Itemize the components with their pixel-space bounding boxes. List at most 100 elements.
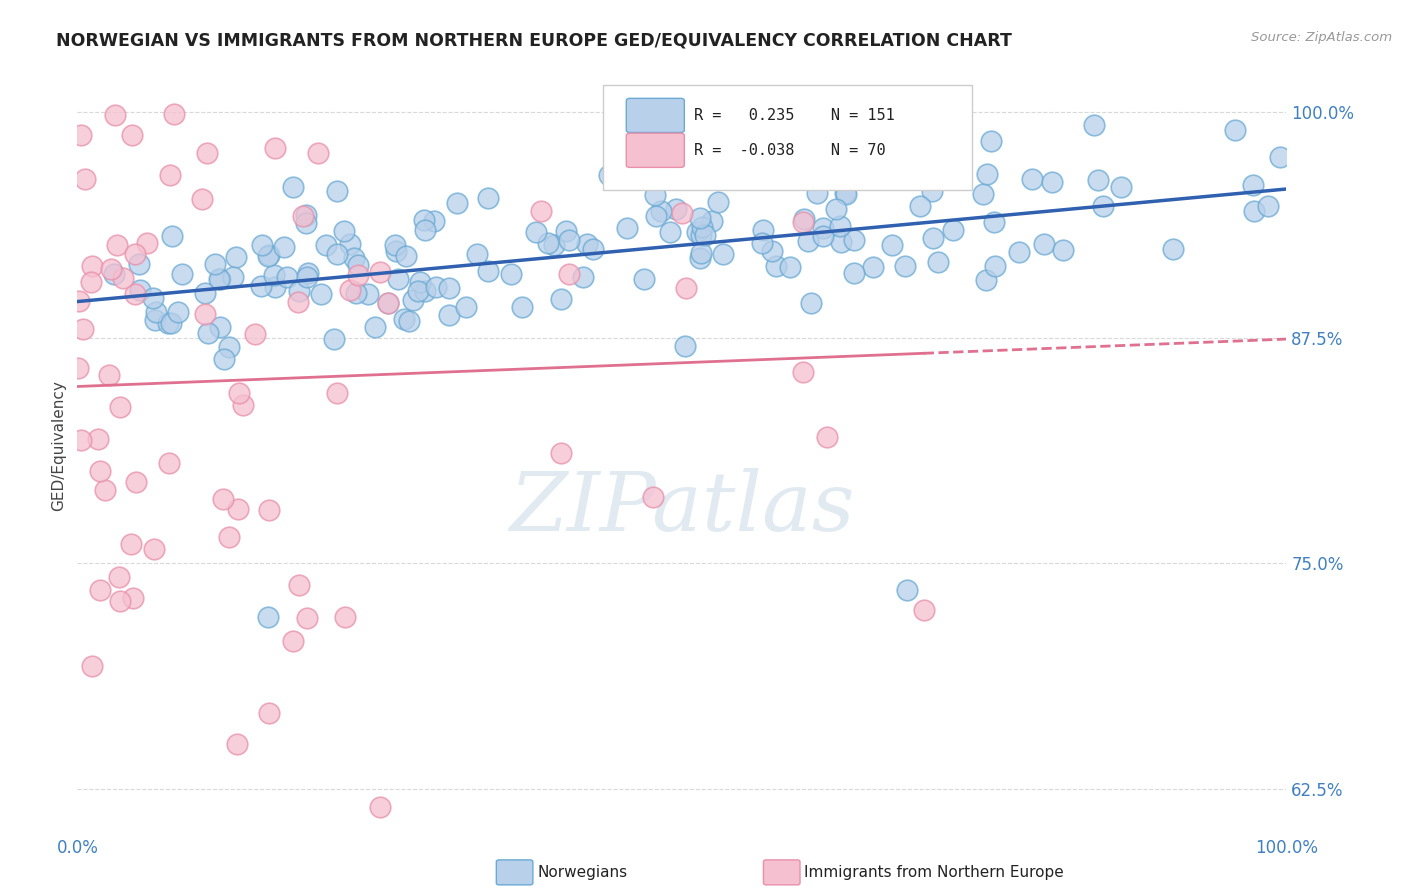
Point — [295, 208, 318, 222]
Point — [67, 293, 90, 308]
Point — [439, 308, 461, 322]
Point — [368, 265, 391, 279]
Point — [731, 138, 754, 153]
Point — [1087, 173, 1109, 187]
Point — [942, 223, 965, 237]
Point — [73, 171, 96, 186]
Point — [103, 267, 125, 281]
Point — [208, 271, 231, 285]
Point — [558, 267, 581, 281]
Point — [142, 291, 165, 305]
Point — [800, 295, 823, 310]
Point — [751, 235, 773, 250]
Text: NORWEGIAN VS IMMIGRANTS FROM NORTHERN EUROPE GED/EQUIVALENCY CORRELATION CHART: NORWEGIAN VS IMMIGRANTS FROM NORTHERN EU… — [56, 31, 1012, 49]
Point — [927, 255, 949, 269]
Point — [921, 231, 943, 245]
Point — [980, 134, 1002, 148]
Point — [368, 800, 391, 814]
Point — [619, 167, 641, 181]
Point — [834, 186, 856, 201]
Point — [815, 429, 838, 443]
Point — [974, 273, 997, 287]
Point — [862, 260, 884, 275]
Point — [658, 225, 681, 239]
Point — [259, 503, 281, 517]
Point — [395, 249, 418, 263]
Point — [1225, 122, 1247, 136]
Point — [543, 238, 565, 252]
Point — [156, 316, 179, 330]
Point — [250, 237, 273, 252]
Point — [793, 212, 815, 227]
Point — [616, 221, 638, 235]
Point — [425, 280, 447, 294]
Point — [976, 167, 998, 181]
Point — [145, 305, 167, 319]
Point — [363, 320, 385, 334]
Point — [283, 179, 305, 194]
Point — [276, 270, 298, 285]
Point — [105, 237, 128, 252]
Point — [232, 399, 254, 413]
Point — [1241, 178, 1264, 192]
Point — [315, 237, 337, 252]
Point — [135, 235, 157, 250]
Point — [1243, 204, 1265, 219]
Point — [297, 270, 319, 285]
Point — [122, 591, 145, 606]
Point — [128, 257, 150, 271]
Text: R =   0.235    N = 151: R = 0.235 N = 151 — [695, 108, 894, 123]
Point — [218, 530, 240, 544]
Point — [257, 610, 280, 624]
Point — [387, 272, 409, 286]
Point — [394, 312, 416, 326]
Point — [700, 214, 723, 228]
Point — [921, 184, 943, 198]
Point — [524, 225, 547, 239]
Point — [228, 385, 250, 400]
Point — [326, 184, 349, 198]
Point — [842, 234, 865, 248]
Point — [377, 296, 399, 310]
Point — [309, 287, 332, 301]
Y-axis label: GED/Equivalency: GED/Equivalency — [51, 381, 66, 511]
Point — [510, 300, 533, 314]
Point — [104, 108, 127, 122]
Point — [357, 286, 380, 301]
Point — [204, 257, 226, 271]
Point — [292, 209, 315, 223]
Point — [243, 326, 266, 341]
Point — [111, 271, 134, 285]
Point — [377, 295, 399, 310]
Point — [325, 246, 347, 260]
Point — [110, 594, 132, 608]
Point — [297, 266, 319, 280]
Point — [143, 312, 166, 326]
Point — [143, 542, 166, 557]
Point — [422, 213, 444, 227]
Point — [128, 283, 150, 297]
Point — [643, 491, 665, 505]
FancyBboxPatch shape — [603, 85, 972, 190]
Point — [409, 275, 432, 289]
Text: Norwegians: Norwegians — [537, 865, 627, 880]
Point — [707, 195, 730, 210]
Point — [288, 284, 311, 298]
Point — [984, 259, 1007, 273]
Point — [437, 281, 460, 295]
Point — [226, 737, 249, 751]
Point — [709, 165, 731, 179]
Point — [124, 287, 146, 301]
Point — [72, 321, 94, 335]
Point — [1257, 199, 1279, 213]
Point — [650, 203, 672, 218]
Point — [557, 233, 579, 247]
Point — [412, 212, 434, 227]
Point — [465, 247, 488, 261]
Point — [1161, 243, 1184, 257]
Point — [633, 272, 655, 286]
Point — [811, 229, 834, 244]
Point — [121, 128, 143, 142]
Point — [98, 368, 121, 382]
Point — [675, 281, 697, 295]
